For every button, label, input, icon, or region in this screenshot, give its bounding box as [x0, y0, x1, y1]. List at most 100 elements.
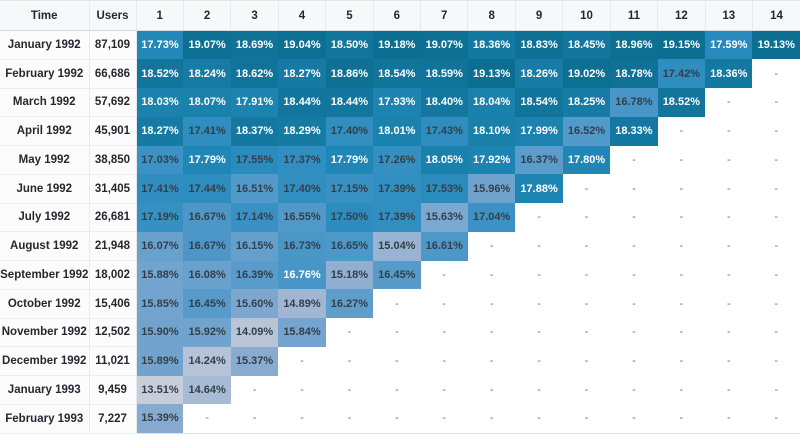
empty-cell: -	[657, 231, 706, 261]
column-header-8: 8	[467, 0, 516, 31]
table-header: Time Users 1 2 3 4 5 6 7 8 9 10 11 12 13 14	[0, 0, 800, 31]
empty-cell: -	[515, 318, 563, 347]
empty-cell: -	[467, 231, 516, 261]
retention-cell: 14.89%	[278, 289, 326, 318]
retention-cell: 15.39%	[136, 404, 184, 433]
empty-cell: -	[752, 203, 800, 232]
empty-cell: -	[467, 346, 516, 376]
cohort-label: January 1993	[0, 375, 90, 405]
column-header-time: Time	[0, 0, 90, 31]
empty-cell: -	[610, 404, 658, 433]
column-header-users: Users	[89, 0, 137, 31]
empty-cell: -	[325, 318, 374, 347]
empty-cell: -	[610, 260, 658, 290]
retention-cell: 17.15%	[325, 174, 374, 203]
table-row: April 1992 45,901 18.27% 17.41% 18.37% 18.29%…	[0, 116, 800, 146]
empty-cell: -	[752, 145, 800, 175]
empty-cell: -	[705, 88, 753, 117]
empty-cell: -	[657, 289, 706, 318]
retention-cell: 19.13%	[752, 30, 800, 60]
retention-cell: 18.78%	[610, 59, 658, 88]
retention-cell: 18.40%	[420, 88, 468, 117]
empty-cell: -	[657, 318, 706, 347]
retention-cell: 18.44%	[278, 88, 326, 117]
empty-cell: -	[610, 375, 658, 405]
retention-cell: 17.40%	[278, 174, 326, 203]
users-count: 15,406	[89, 289, 137, 319]
retention-cell: 16.45%	[373, 260, 421, 290]
empty-cell: -	[705, 231, 753, 261]
empty-cell: -	[705, 289, 753, 318]
retention-cell: 18.52%	[136, 59, 184, 88]
retention-cell: 19.02%	[562, 59, 611, 88]
retention-cell: 18.04%	[467, 88, 516, 117]
empty-cell: -	[705, 375, 753, 405]
retention-cell: 17.14%	[230, 203, 279, 232]
retention-cell: 18.54%	[515, 88, 563, 117]
cohort-label: November 1992	[0, 318, 90, 348]
empty-cell: -	[278, 375, 326, 405]
column-header-12: 12	[657, 0, 706, 31]
empty-cell: -	[657, 116, 706, 146]
retention-cell: 17.91%	[230, 88, 279, 117]
empty-cell: -	[325, 404, 374, 433]
retention-cell: 18.01%	[373, 116, 421, 146]
retention-cell: 16.76%	[278, 260, 326, 290]
header-row: Time Users 1 2 3 4 5 6 7 8 9 10 11 12 13 14	[0, 0, 800, 31]
retention-cell: 18.25%	[562, 88, 611, 117]
retention-cell: 17.03%	[136, 145, 184, 175]
empty-cell: -	[515, 260, 563, 290]
retention-cell: 17.40%	[325, 116, 374, 146]
retention-cell: 17.26%	[373, 145, 421, 175]
retention-cell: 18.07%	[183, 88, 231, 117]
retention-cell: 17.37%	[278, 145, 326, 175]
retention-cell: 18.59%	[420, 59, 468, 88]
empty-cell: -	[420, 289, 468, 318]
users-count: 21,948	[89, 231, 137, 261]
retention-cell: 17.39%	[373, 203, 421, 232]
empty-cell: -	[752, 116, 800, 146]
empty-cell: -	[657, 375, 706, 405]
retention-cell: 17.79%	[183, 145, 231, 175]
cohort-label: February 1992	[0, 59, 90, 89]
users-count: 66,686	[89, 59, 137, 89]
empty-cell: -	[420, 318, 468, 347]
empty-cell: -	[610, 346, 658, 376]
retention-cell: 15.92%	[183, 318, 231, 347]
column-header-13: 13	[705, 0, 753, 31]
empty-cell: -	[657, 174, 706, 203]
empty-cell: -	[373, 375, 421, 405]
empty-cell: -	[562, 346, 611, 376]
table-row: June 1992 31,405 17.41% 17.44% 16.51% 17.40% 1…	[0, 174, 800, 204]
empty-cell: -	[373, 346, 421, 376]
column-header-9: 9	[515, 0, 564, 31]
users-count: 31,405	[89, 174, 137, 204]
empty-cell: -	[562, 203, 611, 232]
retention-cell: 16.08%	[183, 260, 231, 290]
retention-cell: 16.65%	[325, 231, 374, 261]
cohort-label: September 1992	[0, 260, 90, 290]
retention-cell: 16.55%	[278, 203, 326, 232]
retention-cell: 19.04%	[278, 30, 326, 60]
users-count: 9,459	[89, 375, 137, 405]
empty-cell: -	[373, 289, 421, 318]
empty-cell: -	[752, 346, 800, 376]
empty-cell: -	[467, 260, 516, 290]
retention-cell: 18.37%	[230, 116, 279, 146]
empty-cell: -	[420, 346, 468, 376]
retention-cell: 17.44%	[183, 174, 231, 203]
retention-cell: 18.24%	[183, 59, 231, 88]
retention-cell: 19.07%	[183, 30, 231, 60]
retention-cell: 15.89%	[136, 346, 184, 376]
table-row: January 1993 9,459 13.51% 14.64% - - - - - - - - - - -…	[0, 375, 800, 405]
retention-cell: 15.63%	[420, 203, 468, 232]
empty-cell: -	[610, 289, 658, 318]
retention-cell: 18.05%	[420, 145, 468, 175]
empty-cell: -	[610, 174, 658, 203]
table-row: January 1992 87,109 17.73% 19.07% 18.69% 19.0…	[0, 30, 800, 60]
cohort-label: June 1992	[0, 174, 90, 204]
retention-cell: 16.67%	[183, 231, 231, 261]
empty-cell: -	[657, 404, 706, 433]
column-header-6: 6	[373, 0, 422, 31]
column-header-2: 2	[183, 0, 232, 31]
